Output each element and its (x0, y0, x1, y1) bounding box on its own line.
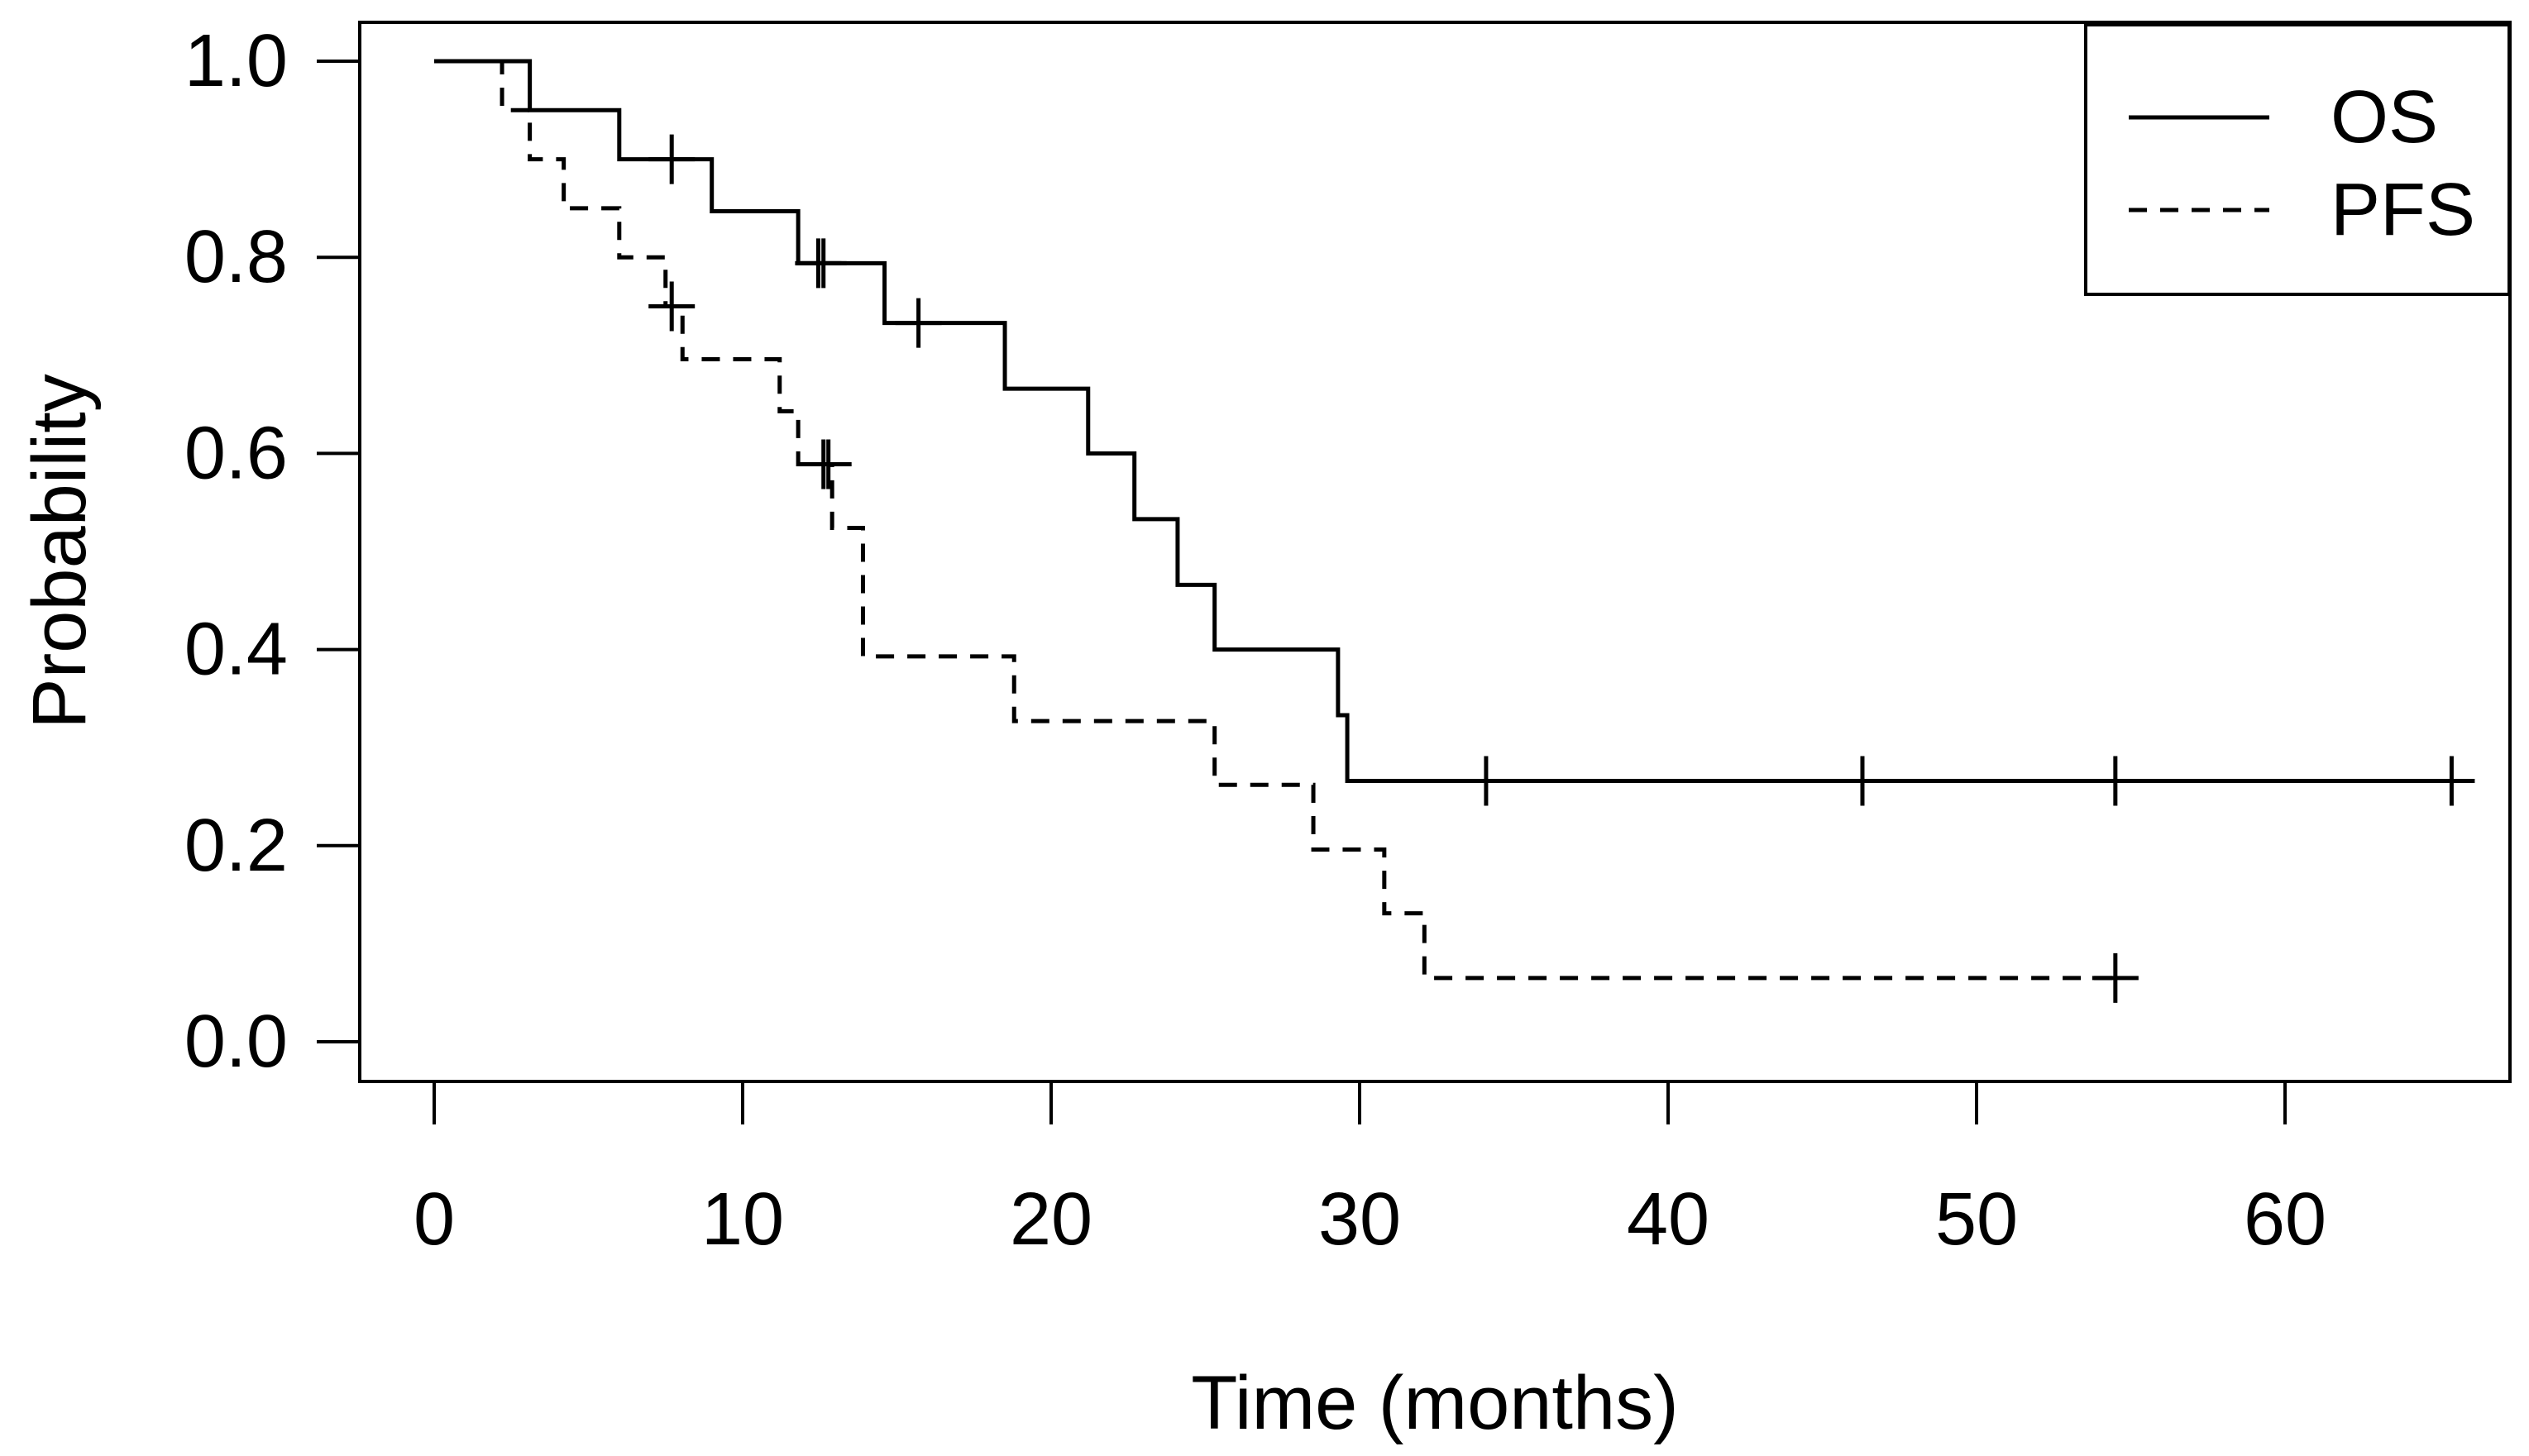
pfs-censor-plus-mark (648, 281, 696, 332)
censor-marks (648, 134, 2475, 1003)
os-curve (434, 59, 2458, 784)
x-tick-label: 10 (701, 1178, 784, 1261)
x-axis-tick-labels: 0 10 20 30 40 50 60 (414, 1178, 2326, 1261)
legend-pfs-label: PFS (2331, 169, 2475, 251)
y-tick-label: 0.6 (184, 412, 288, 494)
y-tick-label: 0.2 (184, 804, 288, 887)
legend-os-label: OS (2331, 76, 2438, 159)
pfs-censor-plus-mark (2092, 952, 2139, 1003)
os-censor-plus-mark (648, 134, 696, 184)
y-axis-tick-labels: 0.0 0.2 0.4 0.6 0.8 1.0 (184, 20, 288, 1083)
y-axis-ticks (317, 60, 360, 1043)
x-axis-ticks (433, 1081, 2287, 1124)
os-censor-plus-mark (800, 238, 847, 289)
plot-box-border (358, 21, 2512, 1083)
x-tick-label: 50 (1935, 1178, 2018, 1261)
y-tick-label: 1.0 (184, 20, 288, 103)
os-censor-plus-mark (2428, 756, 2475, 806)
survival-curves (434, 59, 2458, 981)
os-censor-plus-mark (1462, 756, 1509, 806)
legend-box (2084, 23, 2511, 296)
legend: OS PFS (2084, 23, 2511, 296)
os-censor-plus-mark (1838, 756, 1886, 806)
y-axis-title: Probability (17, 374, 102, 729)
x-tick-label: 60 (2244, 1178, 2326, 1261)
x-tick-label: 40 (1627, 1178, 1709, 1261)
y-tick-label: 0.8 (184, 216, 288, 298)
x-tick-label: 30 (1318, 1178, 1401, 1261)
y-tick-label: 0.4 (184, 609, 288, 691)
os-censor-plus-mark (2092, 756, 2139, 806)
x-tick-label: 0 (414, 1178, 455, 1261)
pfs-censor-plus-mark (805, 439, 852, 489)
x-axis-title: Time (months) (1191, 1361, 1679, 1445)
x-tick-label: 20 (1010, 1178, 1092, 1261)
pfs-curve (434, 59, 2119, 981)
os-censor-plus-mark (895, 298, 942, 348)
y-tick-label: 0.0 (184, 1000, 288, 1083)
